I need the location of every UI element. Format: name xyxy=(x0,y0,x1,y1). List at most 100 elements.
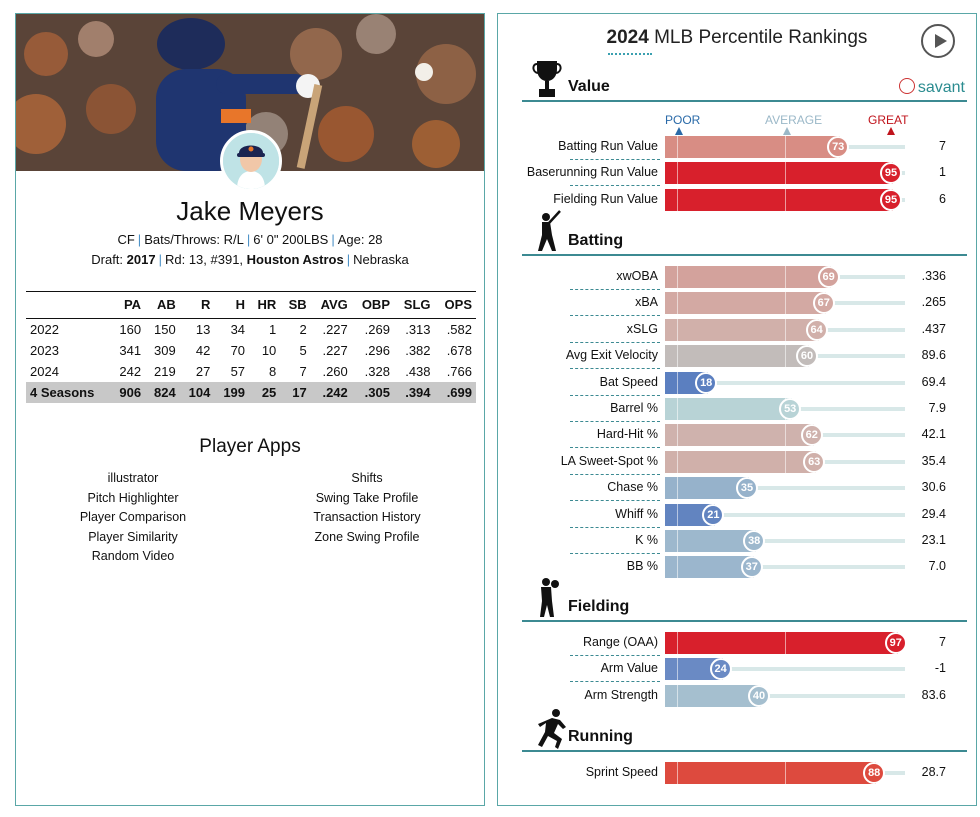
percentile-bar-row[interactable]: 88 xyxy=(665,762,905,784)
metric-label: xwOBA xyxy=(616,269,658,283)
percentile-circle: 38 xyxy=(743,530,766,552)
player-bio-line: CF | Bats/Throws: R/L | 6' 0" 200LBS | Age: 28 xyxy=(117,232,383,247)
percentile-bar-row[interactable]: 38 xyxy=(665,530,905,552)
metric-value: 7 xyxy=(939,635,946,649)
percentile-bar-row[interactable]: 53 xyxy=(665,398,905,420)
metric-value: 35.4 xyxy=(921,453,946,468)
stats-total-cell-sb: 17 xyxy=(280,381,311,403)
metric-label: Fielding Run Value xyxy=(553,191,658,206)
bar-gridline xyxy=(785,424,786,447)
stats-row-2023: 2023 341 309 42 70 10 5 .227 .296 .382 .678 xyxy=(26,340,476,361)
player-app-link[interactable]: Random Video xyxy=(91,549,175,563)
percentile-bar-row[interactable]: 60 xyxy=(665,345,905,368)
row-separator xyxy=(570,500,660,502)
headshot-image xyxy=(223,133,279,189)
percentile-circle: 63 xyxy=(803,450,826,473)
stats-total-cell-season: 4 Seasons xyxy=(26,381,111,403)
stats-cell-sb: 7 xyxy=(299,363,307,379)
section-batting: Batting xyxy=(522,210,967,256)
great-arrow-icon xyxy=(887,127,895,135)
percentile-bar-row[interactable]: 73 xyxy=(665,136,905,158)
percentile-bar-row[interactable]: 35 xyxy=(665,477,905,500)
running-section-icon xyxy=(532,707,570,754)
percentile-circle: 95 xyxy=(880,188,902,211)
bar-track xyxy=(665,512,905,517)
row-separator xyxy=(570,473,660,475)
baseball-icon xyxy=(898,78,915,94)
player-app-link[interactable]: Shifts xyxy=(351,471,383,485)
stats-cell-slg: .438 xyxy=(405,363,431,379)
player-app-link[interactable]: Player Similarity xyxy=(88,529,178,544)
metric-value: .265 xyxy=(921,295,946,310)
stats-cell-sb: 5 xyxy=(299,342,307,358)
player-bats-throws: Bats/Throws: R/L xyxy=(144,232,244,247)
percentile-bar-row[interactable]: 67 xyxy=(665,292,905,315)
percentile-bar-row[interactable]: 64 xyxy=(665,318,905,341)
percentile-bar-row[interactable]: 97 xyxy=(665,632,907,654)
percentile-circle: 64 xyxy=(805,318,828,341)
bar-gridline xyxy=(677,762,678,784)
batting-section-icon xyxy=(532,209,566,258)
section-label: Batting xyxy=(568,232,624,249)
bar-gridline xyxy=(677,292,678,315)
fielding-section-icon xyxy=(532,575,562,624)
player-app-link[interactable]: Pitch Highlighter xyxy=(87,490,179,505)
percentile-bar-row[interactable]: 95 xyxy=(665,162,905,185)
bar-gridline xyxy=(785,292,786,315)
metric-label: Bat Speed xyxy=(599,374,658,389)
row-separator xyxy=(570,315,660,317)
bar-gridline xyxy=(677,424,678,447)
percentile-circle: 24 xyxy=(709,658,732,681)
percentile-bar-row[interactable]: 18 xyxy=(665,371,905,394)
bar-gridline xyxy=(677,162,678,185)
bar-gridline xyxy=(677,450,678,473)
stats-header-obp: OBP xyxy=(351,291,394,319)
metric-value: 1 xyxy=(939,165,946,180)
play-button[interactable] xyxy=(921,24,955,58)
percentile-bar-row[interactable]: 24 xyxy=(665,658,905,681)
section-fielding: Fielding xyxy=(522,578,967,622)
percentile-bar-row[interactable]: 63 xyxy=(665,450,905,473)
percentile-bar xyxy=(665,684,761,707)
player-app-link[interactable]: Zone Swing Profile xyxy=(314,529,420,544)
savant-brand-text: savant xyxy=(917,79,965,96)
stats-cell-slg: .382 xyxy=(405,342,431,358)
percentile-circle: 69 xyxy=(817,266,840,288)
row-separator xyxy=(570,159,660,160)
bar-gridline xyxy=(677,398,678,420)
metric-value: 42.1 xyxy=(921,427,946,442)
savant-brand[interactable]: savant xyxy=(898,78,965,97)
chart-title-year: 2024 xyxy=(606,27,649,48)
percentile-bar xyxy=(665,266,831,288)
player-app-link[interactable]: Player Comparison xyxy=(79,510,187,524)
metric-value: -1 xyxy=(934,661,946,676)
metric-label: Arm Strength xyxy=(584,687,658,702)
percentile-bar-row[interactable]: 95 xyxy=(665,188,905,211)
player-app-link[interactable]: Transaction History xyxy=(313,510,421,524)
percentile-bar xyxy=(665,658,723,681)
percentile-bar-row[interactable]: 40 xyxy=(665,684,905,707)
percentile-bar xyxy=(665,318,819,341)
bar-track xyxy=(665,486,905,491)
player-app-link[interactable]: illustrator xyxy=(107,471,159,485)
bar-gridline xyxy=(785,318,786,341)
percentile-circle: 37 xyxy=(740,556,763,579)
scale-great-text: GREAT xyxy=(868,113,909,127)
bar-gridline xyxy=(677,658,678,681)
percentile-bar xyxy=(665,162,893,185)
percentile-bar-row[interactable]: 62 xyxy=(665,424,905,447)
player-app-link[interactable]: Swing Take Profile xyxy=(315,490,419,505)
bar-gridline xyxy=(677,556,678,579)
row-separator xyxy=(570,526,660,528)
bar-gridline xyxy=(785,450,786,473)
metric-label: Range (OAA) xyxy=(582,635,658,649)
bar-track xyxy=(665,693,905,698)
bar-gridline xyxy=(677,632,678,654)
stats-cell-h: 34 xyxy=(230,321,246,337)
percentile-bar-row[interactable]: 37 xyxy=(665,556,905,579)
stats-total-cell-obp: .305 xyxy=(351,381,394,403)
percentile-bar-row[interactable]: 69 xyxy=(665,266,905,288)
metric-label: BB % xyxy=(626,559,658,574)
stats-cell-season: 2022 xyxy=(30,321,59,337)
percentile-bar-row[interactable]: 21 xyxy=(665,503,905,526)
